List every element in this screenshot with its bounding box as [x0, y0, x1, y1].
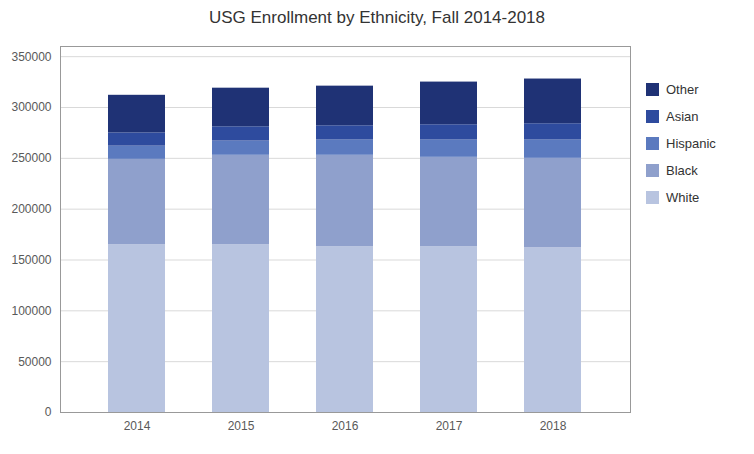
- svg-text:2017: 2017: [436, 419, 463, 433]
- svg-text:200000: 200000: [11, 202, 51, 216]
- html-text:USG Enrollment by Ethnicity, F: USG Enrollment by Ethnicity, Fall 2014-2…: [209, 8, 545, 27]
- html-text:Black: Black: [666, 163, 698, 178]
- svg-text:2015: 2015: [228, 419, 255, 433]
- svg-text:2014: 2014: [124, 419, 151, 433]
- svg-text:50000: 50000: [18, 355, 52, 369]
- svg-text:2016: 2016: [332, 419, 359, 433]
- html-text:White: White: [666, 190, 700, 205]
- svg-text:250000: 250000: [11, 151, 51, 165]
- svg-text:350000: 350000: [11, 50, 51, 64]
- html-text:Asian: Asian: [666, 109, 699, 124]
- html-text:Other: Other: [666, 82, 699, 97]
- svg-text:2018: 2018: [540, 419, 567, 433]
- svg-text:150000: 150000: [11, 253, 51, 267]
- svg-text:300000: 300000: [11, 100, 51, 114]
- html-text:Hispanic: Hispanic: [666, 136, 716, 151]
- svg-text:0: 0: [45, 405, 52, 419]
- svg-text:100000: 100000: [11, 304, 51, 318]
